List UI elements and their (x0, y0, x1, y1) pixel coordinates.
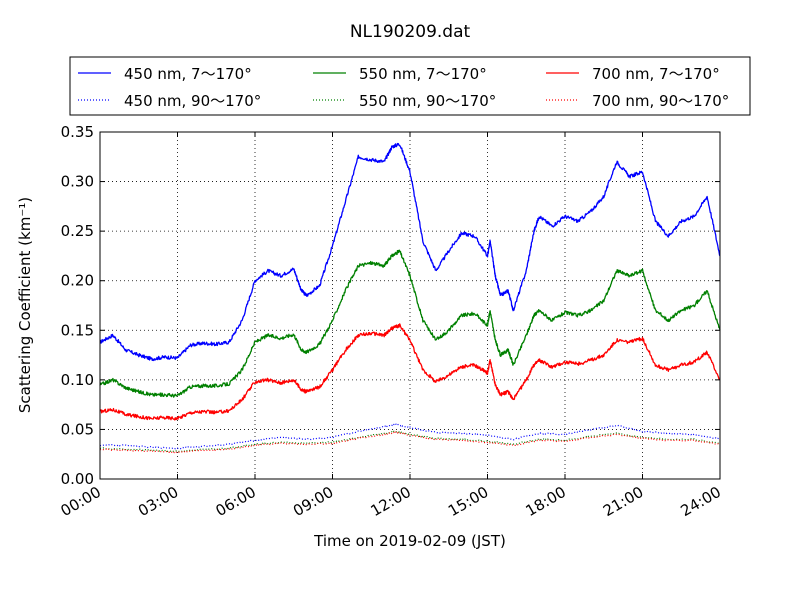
y-tick-label: 0.25 (61, 222, 94, 240)
chart-title: NL190209.dat (350, 22, 471, 42)
series-line (99, 323, 721, 421)
y-tick-label: 0.30 (61, 173, 94, 191)
legend-label: 700 nm, 90～170° (592, 92, 729, 110)
series-line (99, 430, 721, 453)
y-tick-label: 0.20 (61, 272, 94, 290)
legend-box (69, 56, 751, 116)
y-tick-label: 0.35 (61, 123, 94, 141)
legend: 450 nm, 7～170° 450 nm, 90～170° 550 nm, 7～1… (69, 56, 751, 116)
y-tick-label: 0.00 (61, 470, 94, 488)
legend-entries: 450 nm, 7～170° 450 nm, 90～170° 550 nm, 7～1… (78, 65, 729, 110)
series-line (99, 142, 721, 362)
y-tick-label: 0.15 (61, 321, 94, 339)
y-tick-label: 0.10 (61, 371, 94, 389)
legend-label: 450 nm, 7～170° (124, 65, 252, 83)
legend-label: 550 nm, 7～170° (359, 65, 487, 83)
y-tick-label: 0.05 (61, 420, 94, 438)
data-series (99, 142, 721, 454)
legend-label: 550 nm, 90～170° (359, 92, 496, 110)
legend-label: 700 nm, 7～170° (592, 65, 720, 83)
y-axis-label: Scattering Coefficient (km⁻¹) (16, 197, 34, 413)
series-line (99, 249, 721, 398)
x-axis-label: Time on 2019-02-09 (JST) (313, 532, 506, 550)
grid-lines (100, 132, 720, 479)
legend-label: 450 nm, 90～170° (124, 92, 261, 110)
